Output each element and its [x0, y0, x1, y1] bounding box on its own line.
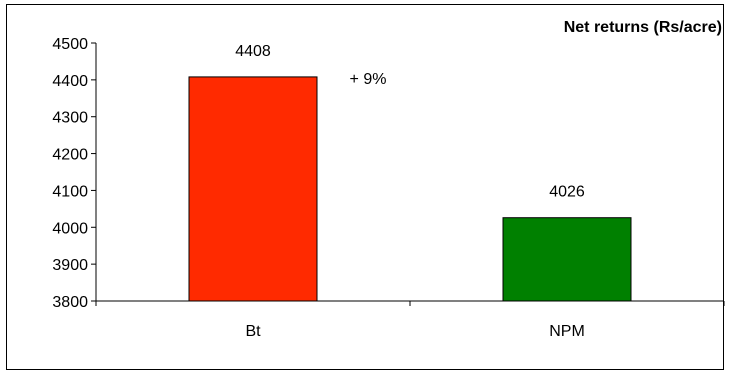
bar-bt — [188, 76, 318, 302]
bar-value-label: 4408 — [235, 43, 271, 60]
percent-increase-annotation: + 9% — [350, 71, 387, 88]
y-tick-label: 4300 — [52, 110, 88, 127]
x-tick-label: NPM — [549, 323, 585, 340]
y-tick-label: 4500 — [52, 36, 88, 53]
y-tick-label: 3900 — [52, 257, 88, 274]
y-tick-label: 4000 — [52, 220, 88, 237]
y-tick-label: 4200 — [52, 147, 88, 164]
bar-npm — [502, 217, 632, 302]
y-tick-label: 4100 — [52, 183, 88, 200]
y-tick-label: 3800 — [52, 294, 88, 311]
y-tick-label: 4400 — [52, 73, 88, 90]
chart-title: Net returns (Rs/acre) — [564, 19, 722, 36]
bar-value-label: 4026 — [549, 184, 585, 201]
chart-frame — [6, 4, 724, 370]
bars: 4408 4026 — [188, 43, 632, 302]
x-tick-label: Bt — [245, 323, 261, 340]
